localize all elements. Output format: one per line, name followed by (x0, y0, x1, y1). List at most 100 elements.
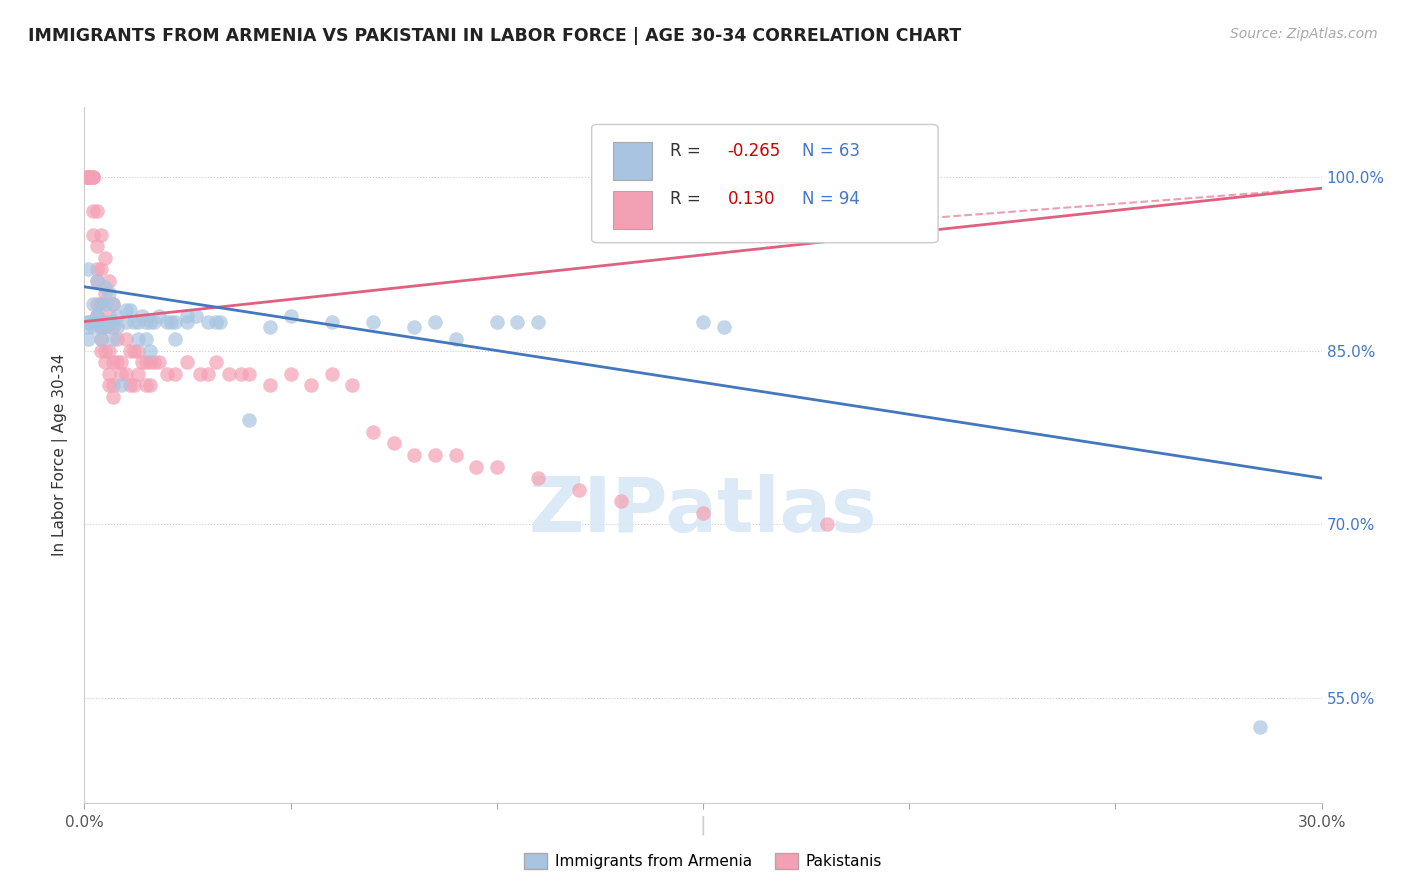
Point (118, 343, 141, 358)
Point (77, 169, 100, 184)
Point (1249, 721, 1271, 735)
Point (86, 297, 108, 311)
Point (527, 471, 550, 485)
Point (94, 251, 117, 265)
Point (77, 315, 100, 329)
Point (94, 355, 117, 369)
Point (229, 367, 252, 381)
Point (485, 459, 508, 474)
Point (86, 274, 108, 288)
Text: N = 94: N = 94 (801, 191, 860, 209)
Point (568, 483, 591, 497)
Point (94, 297, 117, 311)
Point (444, 332, 467, 346)
Legend: Immigrants from Armenia, Pakistanis: Immigrants from Armenia, Pakistanis (519, 847, 887, 875)
Point (103, 332, 125, 346)
Point (77, 169, 100, 184)
Point (131, 355, 153, 369)
Point (139, 355, 162, 369)
Point (77, 169, 100, 184)
Point (127, 332, 149, 346)
Point (156, 315, 179, 329)
Point (98, 285, 121, 300)
Point (118, 378, 141, 392)
Point (103, 355, 125, 369)
Point (98, 367, 121, 381)
Point (176, 355, 198, 369)
Point (209, 315, 232, 329)
Point (94, 343, 117, 358)
Point (131, 309, 153, 323)
Point (122, 343, 145, 358)
Point (382, 436, 405, 450)
Point (122, 315, 145, 329)
Text: R =: R = (669, 142, 706, 160)
Point (238, 367, 260, 381)
Point (82, 227, 104, 242)
Point (609, 494, 631, 508)
Point (114, 332, 136, 346)
Point (105, 309, 128, 323)
Point (485, 315, 508, 329)
Point (77, 320, 100, 334)
Point (361, 425, 384, 439)
Point (135, 378, 157, 392)
Point (148, 309, 170, 323)
Point (713, 320, 735, 334)
Point (815, 517, 838, 532)
Point (77, 169, 100, 184)
Point (176, 309, 198, 323)
Point (139, 378, 162, 392)
Text: R =: R = (669, 191, 706, 209)
Point (465, 459, 488, 474)
FancyBboxPatch shape (592, 124, 938, 243)
Point (77, 169, 100, 184)
Point (98, 315, 121, 329)
Point (165, 367, 187, 381)
Point (280, 367, 302, 381)
Point (114, 315, 136, 329)
Point (103, 390, 125, 404)
Point (94, 320, 117, 334)
Point (82, 297, 104, 311)
Point (110, 378, 132, 392)
Point (77, 169, 100, 184)
Point (321, 315, 343, 329)
Point (143, 355, 166, 369)
Point (77, 169, 100, 184)
Point (105, 320, 128, 334)
Point (103, 297, 125, 311)
Point (127, 343, 149, 358)
Point (77, 169, 100, 184)
Point (77, 332, 100, 346)
Point (135, 355, 157, 369)
Point (692, 315, 714, 329)
Point (165, 315, 187, 329)
Bar (613, 191, 652, 229)
Point (86, 274, 108, 288)
Text: |: | (700, 815, 706, 835)
Point (259, 378, 281, 392)
Point (77, 169, 100, 184)
Point (86, 309, 108, 323)
Point (90, 297, 112, 311)
Point (90, 343, 112, 358)
Point (188, 367, 211, 381)
Point (77, 169, 100, 184)
Point (238, 413, 260, 427)
Point (105, 355, 128, 369)
Point (86, 309, 108, 323)
Point (139, 315, 162, 329)
Point (98, 309, 121, 323)
Point (259, 320, 281, 334)
Point (82, 169, 104, 184)
Point (205, 355, 228, 369)
Point (110, 367, 132, 381)
Point (77, 169, 100, 184)
Point (135, 315, 157, 329)
Point (127, 367, 149, 381)
Point (103, 320, 125, 334)
Point (160, 315, 183, 329)
Point (77, 262, 100, 277)
Point (184, 309, 207, 323)
